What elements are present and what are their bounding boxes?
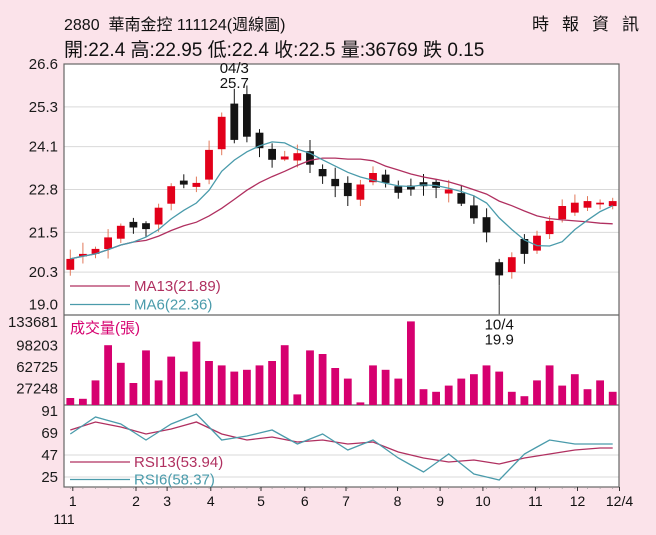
svg-text:19.0: 19.0 xyxy=(29,297,58,314)
svg-text:7: 7 xyxy=(342,493,350,509)
svg-text:62725: 62725 xyxy=(16,359,58,376)
svg-text:91: 91 xyxy=(41,403,58,420)
svg-text:20.3: 20.3 xyxy=(29,264,58,281)
svg-text:98203: 98203 xyxy=(16,337,58,354)
svg-text:19.9: 19.9 xyxy=(485,331,514,348)
svg-text:1: 1 xyxy=(69,493,77,509)
svg-text:22.8: 22.8 xyxy=(29,182,58,199)
svg-text:21.5: 21.5 xyxy=(29,224,58,241)
svg-text:3: 3 xyxy=(163,493,171,509)
svg-text:111: 111 xyxy=(53,511,74,527)
svg-text:25: 25 xyxy=(41,469,58,486)
svg-text:6: 6 xyxy=(301,493,309,509)
svg-text:RSI6(58.37): RSI6(58.37) xyxy=(134,472,215,489)
svg-text:12/4: 12/4 xyxy=(606,493,633,509)
svg-text:MA6(22.36): MA6(22.36) xyxy=(134,297,212,314)
svg-text:25.3: 25.3 xyxy=(29,99,58,116)
svg-text:10: 10 xyxy=(475,493,491,509)
svg-text:26.6: 26.6 xyxy=(29,56,58,73)
svg-text:8: 8 xyxy=(394,493,402,509)
svg-text:5: 5 xyxy=(257,493,265,509)
svg-text:27248: 27248 xyxy=(16,381,58,398)
svg-text:25.7: 25.7 xyxy=(220,75,249,92)
svg-text:133681: 133681 xyxy=(8,314,58,331)
svg-text:24.1: 24.1 xyxy=(29,139,58,156)
svg-text:RSI13(53.94): RSI13(53.94) xyxy=(134,454,223,471)
svg-text:69: 69 xyxy=(41,425,58,442)
svg-text:11: 11 xyxy=(528,493,543,509)
svg-text:47: 47 xyxy=(41,447,58,464)
svg-text:9: 9 xyxy=(436,493,444,509)
svg-text:成交量(張): 成交量(張) xyxy=(70,319,140,337)
svg-text:2: 2 xyxy=(132,493,140,509)
svg-text:4: 4 xyxy=(207,493,215,509)
svg-text:12: 12 xyxy=(570,493,586,509)
svg-text:MA13(21.89): MA13(21.89) xyxy=(134,278,221,295)
